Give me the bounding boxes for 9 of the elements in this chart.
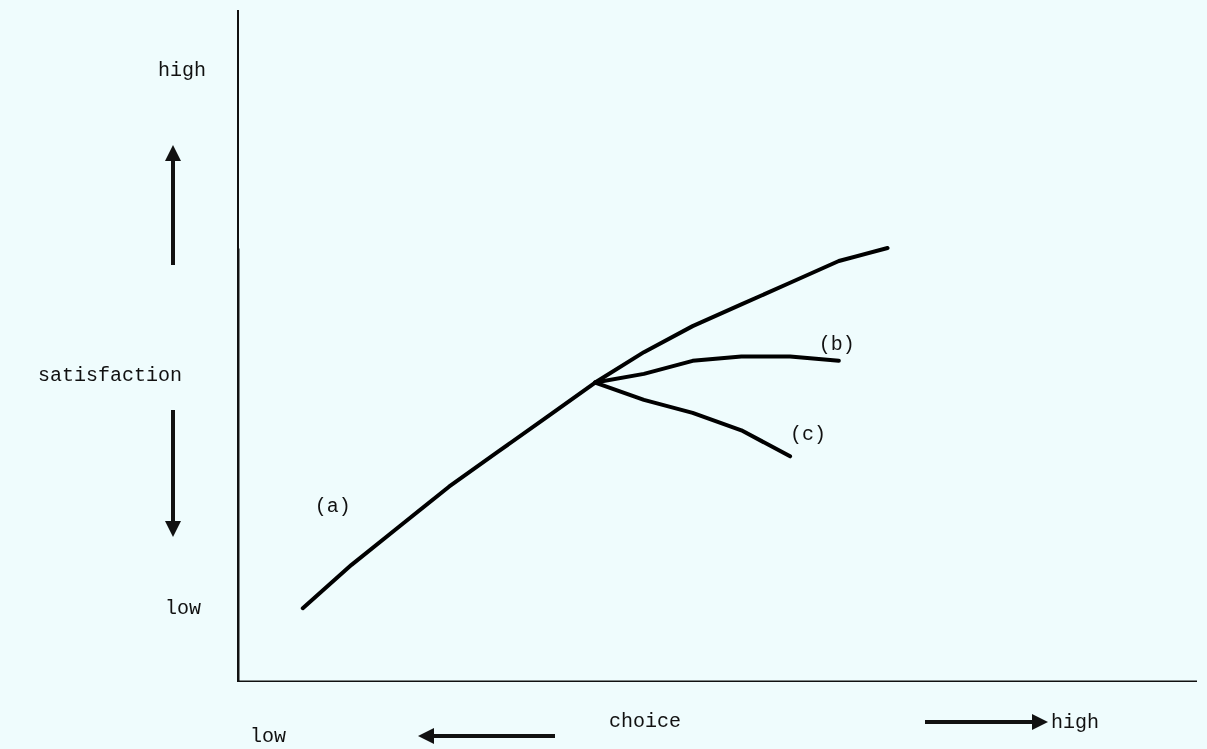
x-axis-title: choice xyxy=(608,709,682,733)
text: low xyxy=(164,596,202,620)
text: high xyxy=(1050,710,1100,734)
series-label: (c) xyxy=(790,423,827,447)
text: high xyxy=(157,58,207,82)
series-label: (a) xyxy=(314,495,351,519)
series-label: (b) xyxy=(818,332,855,356)
y-axis-title: satisfaction xyxy=(37,363,183,387)
text: low xyxy=(249,724,287,748)
